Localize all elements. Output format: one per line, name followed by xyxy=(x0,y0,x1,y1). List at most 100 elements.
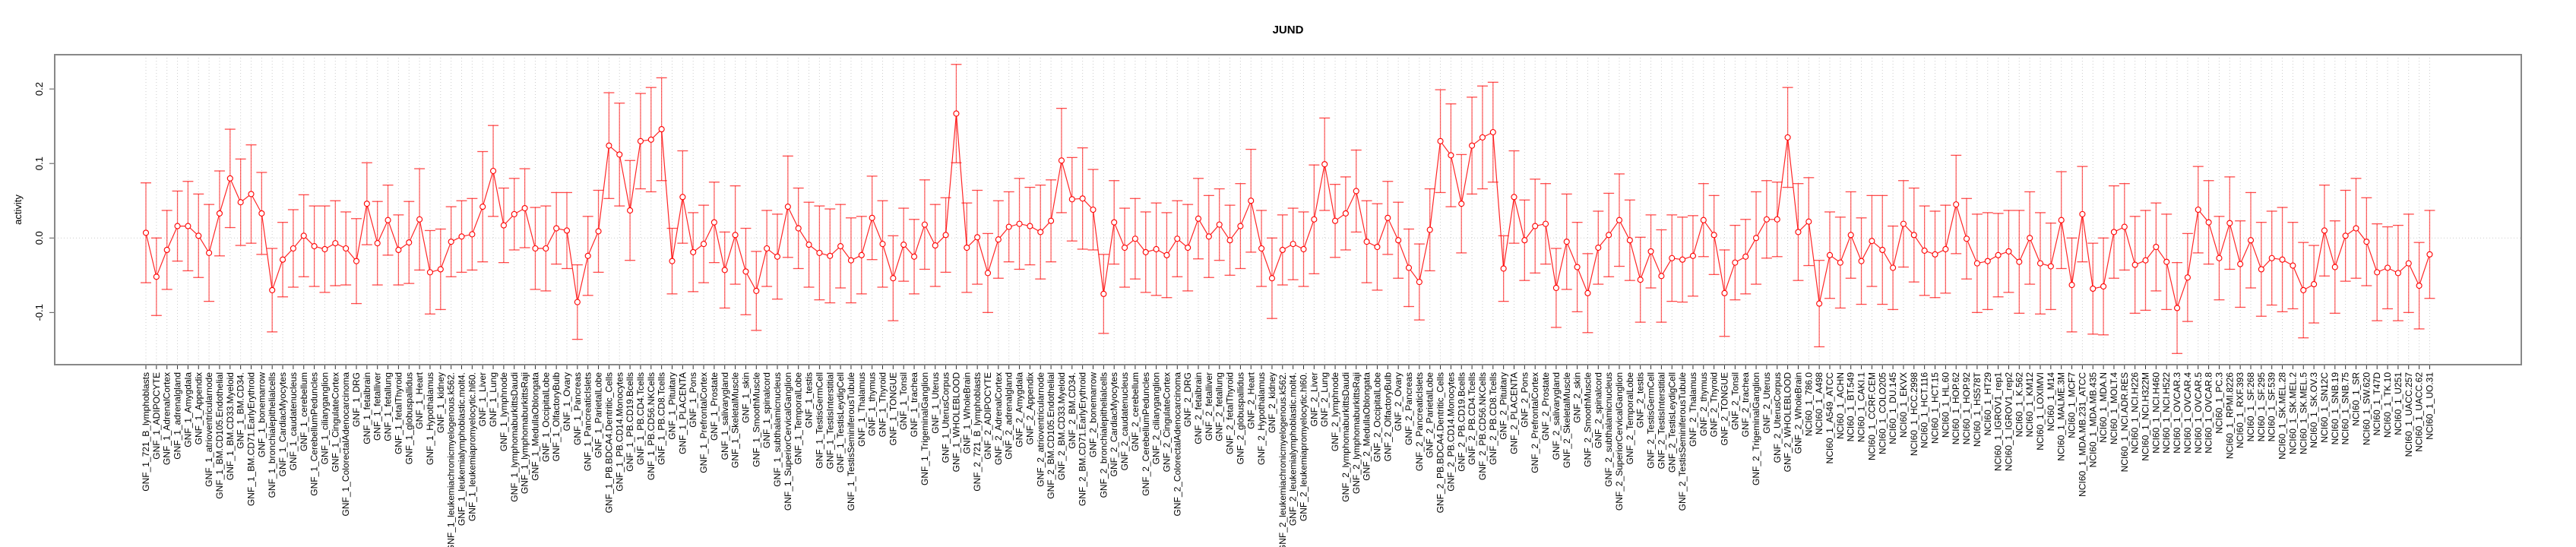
data-point xyxy=(2237,261,2244,267)
data-point xyxy=(395,246,402,254)
data-point xyxy=(1563,239,1570,245)
x-tick-label: GNF_2_Pituitary xyxy=(1498,372,1509,440)
data-point xyxy=(637,138,644,144)
x-tick-label: NCI60_1_OVCAR.5 xyxy=(2193,372,2204,454)
data-point xyxy=(1816,300,1823,307)
data-point xyxy=(721,267,728,274)
activity-series xyxy=(142,110,2433,311)
x-tick-label: NCI60_1_NCI.ADR.RES xyxy=(2119,372,2130,472)
data-point xyxy=(511,210,517,217)
data-point xyxy=(1058,157,1065,164)
data-point xyxy=(1279,246,1286,254)
data-point xyxy=(1626,237,1633,244)
data-point xyxy=(185,223,191,229)
x-tick-label: GNF_1_SkeletalMuscle xyxy=(730,372,741,468)
data-point xyxy=(858,251,865,258)
x-tick-label: NCI60_1_HCT.116 xyxy=(1919,372,1930,448)
data-point xyxy=(2321,227,2328,234)
data-point xyxy=(1100,290,1107,297)
x-tick-label: GNF_1_atrioventricularnode xyxy=(204,372,214,487)
x-tick-label: GNF_1_PB.CD19.Bcells xyxy=(625,372,635,472)
x-tick-label: GNF_2_Pons xyxy=(1519,372,1530,428)
x-tick-label: GNF_1_WholeBrain xyxy=(961,372,972,454)
data-point xyxy=(500,222,507,229)
data-point xyxy=(2131,261,2138,268)
data-point xyxy=(1647,248,1654,255)
x-tick-label: NCI60_1_SN12C xyxy=(2319,372,2330,443)
x-tick-label: NCI60_1_MALME.3M xyxy=(2056,372,2067,461)
x-tick-label: NCI60_1_NCI.H226 xyxy=(2130,372,2141,454)
x-tick-label: NCI60_1_HOP.62 xyxy=(1951,372,1961,445)
x-tick-label: GNF_2_PB.CD8.Tcells xyxy=(1488,372,1498,465)
x-tick-label: NCI60_1_HL.60 xyxy=(1940,372,1951,438)
x-tick-label: GNF_1_Pons xyxy=(688,372,698,428)
data-point xyxy=(1879,246,1886,254)
x-tick-label: NCI60_1_PC.3 xyxy=(2214,372,2224,434)
data-point xyxy=(2279,256,2286,263)
data-point xyxy=(2290,262,2296,269)
data-point xyxy=(1552,284,1559,292)
x-tick-label: GNF_1_PB.CD14.Monocytes xyxy=(614,372,625,492)
x-tick-label: NCI60_1_RXF.393 xyxy=(2235,372,2245,448)
data-point xyxy=(1837,259,1843,266)
data-point xyxy=(2405,260,2412,267)
data-point xyxy=(1163,251,1170,258)
data-point xyxy=(1005,223,1012,230)
x-tick-label: GNF_2_bonemarrow xyxy=(1088,372,1099,457)
x-tick-label: GNF_1_lymphomaburkittsDaudi xyxy=(509,372,520,502)
data-point xyxy=(279,256,286,263)
data-point xyxy=(2331,264,2338,270)
data-point xyxy=(1595,244,1602,251)
x-tick-label: GNF_2_CerebellumPeduncles xyxy=(1141,372,1151,496)
x-tick-label: GNF_2_PLACENTA xyxy=(1509,372,1520,454)
x-tick-label: GNF_1_Appendix xyxy=(193,372,204,444)
x-tick-label: GNF_1_Pituitary xyxy=(667,372,678,440)
data-point xyxy=(1195,215,1202,222)
data-point xyxy=(1900,220,1907,227)
data-point xyxy=(1606,232,1612,239)
data-point xyxy=(1689,252,1696,259)
data-point xyxy=(2153,243,2160,251)
x-tick-label: NCI60_1_DU.145 xyxy=(1888,372,1898,444)
x-tick-label: GNF_1_OccipitalLobe xyxy=(540,372,551,462)
data-point xyxy=(911,253,918,260)
x-tick-label: GNF_1_leukemialymphoblastic.molt4. xyxy=(457,372,467,526)
x-tick-label: GNF_2_testis xyxy=(1635,372,1646,428)
data-point xyxy=(458,233,465,240)
x-tick-label: GNF_1_MedullaOblongata xyxy=(530,372,540,481)
x-tick-label: GNF_2_lymphomaburkittsDaudi xyxy=(1340,372,1351,502)
data-point xyxy=(2174,305,2181,311)
data-point xyxy=(1374,243,1381,251)
x-tick-label: GNF_2_subthalamicnucleus xyxy=(1603,372,1614,487)
data-point xyxy=(805,242,812,248)
x-tick-label: GNF_2_PB.CD19.Bcells xyxy=(1456,372,1467,472)
data-point xyxy=(932,242,938,249)
x-tick-label: GNF_2_cerebellum xyxy=(1130,372,1141,451)
x-tick-label: NCI60_1_SNB.19 xyxy=(2330,372,2340,445)
data-point xyxy=(669,258,676,264)
data-point xyxy=(216,210,223,217)
data-point xyxy=(827,252,834,259)
x-tick-label: GNF_1_Liver xyxy=(477,372,488,426)
x-tick-label: NCI60_1_MDA.MB.231_ATCC xyxy=(2077,372,2087,497)
x-tick-label: GNF_1_BM.CD34. xyxy=(236,372,246,449)
x-tick-label: GNF_2_ParietalLobe xyxy=(1425,372,1435,458)
data-point xyxy=(1426,226,1433,233)
x-tick-label: GNF_1_PB.CD4.Tcells xyxy=(635,372,646,465)
x-tick-label: NCI60_1_SF.295 xyxy=(2256,372,2267,442)
data-point xyxy=(1416,279,1422,286)
data-point xyxy=(1763,216,1770,223)
x-tick-label: NCI60_1_K.562 xyxy=(2014,372,2024,438)
x-tick-label: NCI60_1_IGROV1_rep2 xyxy=(2003,372,2014,471)
x-tick-label: NCI60_1_NCI.H460 xyxy=(2150,372,2161,454)
data-point xyxy=(1543,220,1549,227)
data-point xyxy=(1111,219,1118,226)
data-point xyxy=(543,245,549,252)
data-point xyxy=(2394,270,2401,277)
x-tick-label: GNF_2_fetallung xyxy=(1214,372,1225,441)
data-point xyxy=(1511,194,1517,201)
data-point xyxy=(1342,210,1349,217)
data-point xyxy=(1321,161,1328,168)
x-tick-label: GNF_1_PancreaticIslets xyxy=(583,372,593,471)
